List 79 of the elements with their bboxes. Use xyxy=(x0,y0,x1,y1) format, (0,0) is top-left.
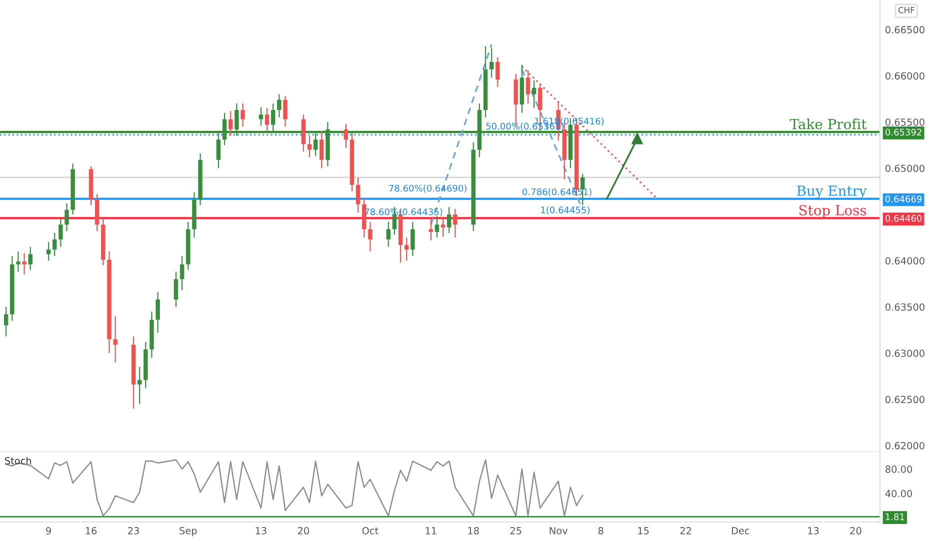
x-tick-label: 20 xyxy=(850,527,862,534)
x-tick-label: 18 xyxy=(468,527,479,534)
candlestick xyxy=(368,221,372,252)
candlestick xyxy=(313,130,318,157)
candlestick xyxy=(22,252,26,276)
candlestick xyxy=(307,135,312,158)
candlestick xyxy=(240,102,245,128)
x-tick-label: Dec xyxy=(732,527,750,534)
x-tick-label: 9 xyxy=(46,527,51,534)
candlestick xyxy=(222,112,227,146)
candlestick xyxy=(440,218,446,238)
candlestick xyxy=(58,218,63,248)
ref-line-label: Take Profit xyxy=(790,118,867,130)
candlestick xyxy=(386,221,391,248)
x-tick-label: 15 xyxy=(638,527,649,534)
candlestick xyxy=(234,102,239,136)
x-tick-label: 8 xyxy=(598,527,604,534)
x-tick-label: Nov xyxy=(550,527,568,534)
y-axis-title: CHF xyxy=(898,6,914,14)
candlestick xyxy=(344,123,348,148)
y-tick-label: 0.62000 xyxy=(886,442,924,450)
candlestick xyxy=(16,250,20,272)
y-tick-label: 0.64669 xyxy=(885,196,922,202)
y-tick-label: 0.64460 xyxy=(885,214,922,222)
y-tick-label: 80.00 xyxy=(886,466,912,473)
y-tick-label: 1.81 xyxy=(886,513,904,520)
candlestick xyxy=(320,130,324,169)
candlestick xyxy=(113,316,118,363)
candlestick xyxy=(46,242,51,262)
x-tick-label: Oct xyxy=(362,527,378,534)
candlestick xyxy=(434,216,440,238)
x-tick-label: 22 xyxy=(680,527,692,534)
candlestick xyxy=(277,94,282,118)
x-tick-label: 13 xyxy=(256,527,266,534)
candlestick xyxy=(264,108,270,132)
candlestick xyxy=(532,80,536,109)
y-tick-label: 0.65000 xyxy=(886,164,924,172)
y-tick-label: 0.66000 xyxy=(886,72,924,80)
y-tick-label: 0.64000 xyxy=(886,257,924,264)
y-tick-label: 0.63000 xyxy=(886,350,924,357)
candlestick xyxy=(453,208,458,238)
annotation: 1(0.64455) xyxy=(541,206,590,214)
candlestick xyxy=(496,56,500,88)
candlestick xyxy=(28,246,32,270)
ref-line-label: Stop Loss xyxy=(799,204,866,218)
candlestick xyxy=(52,232,57,257)
candlestick xyxy=(410,221,415,257)
candlestick xyxy=(258,106,264,126)
candlestick xyxy=(526,70,530,104)
x-tick-label: 25 xyxy=(510,527,522,534)
candlestick xyxy=(137,366,142,404)
candlestick xyxy=(428,218,434,241)
chart-title: Stoch xyxy=(5,456,32,464)
candlestick xyxy=(489,48,494,78)
y-tick-label: 0.62500 xyxy=(886,396,924,404)
candlestick xyxy=(356,176,360,214)
x-tick-label: 23 xyxy=(128,527,139,534)
candlestick xyxy=(270,102,276,132)
candlestick xyxy=(446,206,452,234)
y-tick-label: 40.00 xyxy=(885,490,912,498)
x-tick-label: Sep xyxy=(180,527,197,536)
candlestick xyxy=(180,255,184,291)
x-tick-label: 13 xyxy=(808,527,819,534)
candlestick xyxy=(174,271,178,308)
y-tick-label: 0.65392 xyxy=(885,128,922,136)
ref-line-label: Buy Entry xyxy=(797,186,867,199)
x-tick-label: 16 xyxy=(86,527,97,534)
candlestick xyxy=(216,132,221,169)
candlestick xyxy=(156,292,160,334)
candlestick xyxy=(4,306,8,338)
y-tick-label: 0.65500 xyxy=(886,118,924,126)
candlestick xyxy=(64,202,69,232)
x-tick-label: 11 xyxy=(426,527,436,534)
candlestick xyxy=(228,110,233,136)
x-tick-label: 20 xyxy=(298,527,309,534)
y-tick-label: 0.63500 xyxy=(886,303,924,311)
candlestick xyxy=(404,237,409,262)
candlestick xyxy=(283,96,288,128)
y-tick-label: 0.66500 xyxy=(886,26,924,34)
